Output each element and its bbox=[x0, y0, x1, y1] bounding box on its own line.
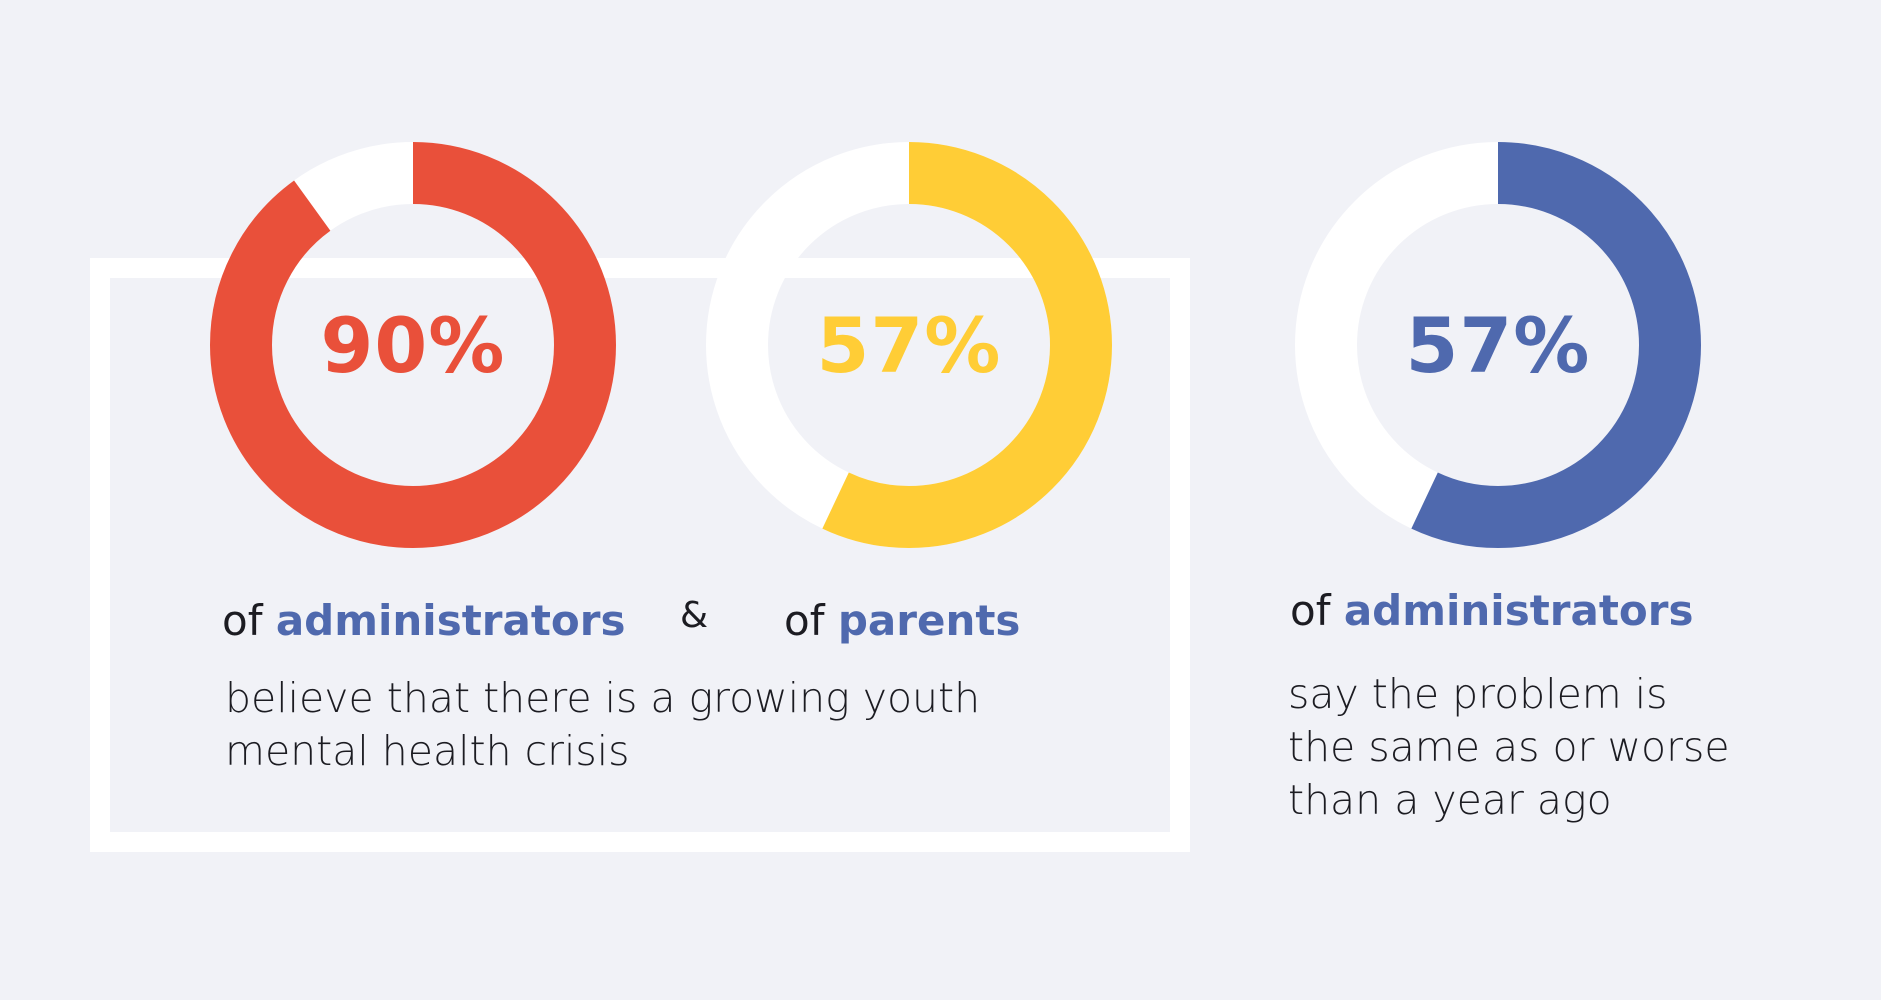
donut-value-3: 57% bbox=[1405, 300, 1591, 390]
caption-label-3: administrators bbox=[1343, 586, 1694, 635]
caption-administrators-1: of administrators bbox=[222, 600, 625, 642]
donut-chart-admins-worse: 57% bbox=[1293, 140, 1703, 550]
ampersand: & bbox=[680, 595, 709, 636]
group-description-line-1: believe that there is a growing youth bbox=[225, 674, 981, 722]
right-description-line-2: the same as or worse bbox=[1288, 723, 1730, 771]
donut-value-2: 57% bbox=[816, 300, 1002, 390]
donut-arc-2 bbox=[706, 142, 1112, 548]
group-description: believe that there is a growing youth me… bbox=[225, 672, 980, 778]
donut-arc-3 bbox=[1295, 142, 1701, 548]
donut-svg-2 bbox=[706, 142, 1112, 548]
donut-chart-parents-crisis: 57% bbox=[704, 140, 1114, 550]
right-description-line-3: than a year ago bbox=[1288, 776, 1612, 824]
caption-prefix-2: of bbox=[784, 596, 825, 645]
donut-svg-1 bbox=[210, 142, 616, 548]
donut-arc-1 bbox=[210, 142, 616, 548]
caption-administrators-2: of administrators bbox=[1290, 590, 1693, 632]
donut-svg-3 bbox=[1295, 142, 1701, 548]
caption-label-2: parents bbox=[837, 596, 1021, 645]
right-description-line-1: say the problem is bbox=[1288, 670, 1668, 718]
group-frame bbox=[90, 258, 1190, 852]
right-description: say the problem is the same as or worse … bbox=[1288, 668, 1730, 827]
caption-prefix-3: of bbox=[1290, 586, 1331, 635]
donut-value-1: 90% bbox=[320, 300, 506, 390]
caption-prefix-1: of bbox=[222, 596, 263, 645]
caption-label-1: administrators bbox=[275, 596, 626, 645]
caption-parents: of parents bbox=[784, 600, 1020, 642]
donut-chart-admins-crisis: 90% bbox=[208, 140, 618, 550]
group-description-line-2: mental health crisis bbox=[225, 727, 630, 775]
